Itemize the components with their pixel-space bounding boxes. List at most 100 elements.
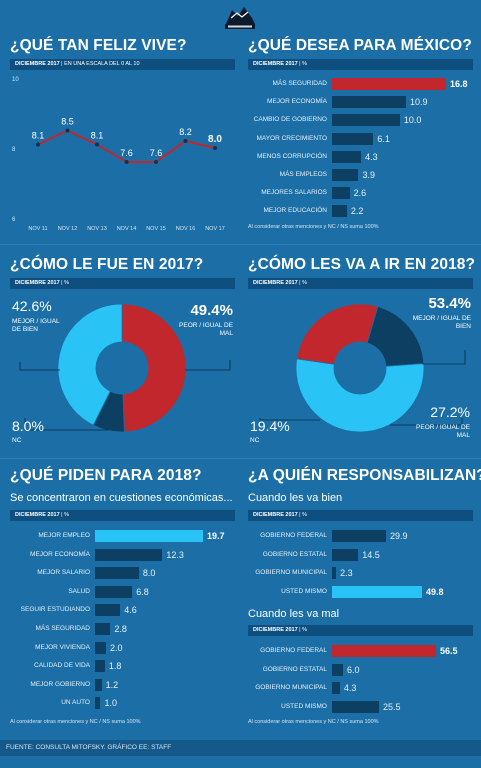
ask-value-label: 12.3 <box>166 549 184 560</box>
y2017-better-label: MEJOR / IGUAL DE BIEN <box>12 318 60 333</box>
footer-bar <box>0 740 481 756</box>
y2018-better-value: 53.4% <box>428 295 471 312</box>
y2018-strip: DICIEMBRE 2017 | % <box>248 278 473 289</box>
blame-good-value-label: 49.8 <box>426 586 444 597</box>
happy-value-label: 8.1 <box>91 131 104 141</box>
happy-value-label: 8.0 <box>208 134 222 145</box>
ask-bar <box>95 660 105 673</box>
y2017-nc-label: NC <box>12 437 22 444</box>
mexico-category-label: MÁS EMPLEOS <box>279 171 327 178</box>
ask-category-label: SALUD <box>68 587 90 595</box>
divider <box>0 458 481 459</box>
blame-good-strip-unit: % <box>302 512 308 518</box>
blame-bad-strip-unit: % <box>302 627 308 633</box>
happy-x-tick: NOV 15 <box>146 226 166 232</box>
mexico-bar <box>332 187 350 200</box>
happy-x-tick: NOV 12 <box>58 226 78 232</box>
mexico-category-label: CAMBIO DE GOBIERNO <box>253 116 327 124</box>
y2017-donut-chart <box>19 303 231 433</box>
blame-good-value-label: 14.5 <box>362 549 380 560</box>
mexico-value-label: 10.0 <box>403 115 422 126</box>
y2018-better-label: MEJOR / IGUAL DE BIEN <box>412 315 471 330</box>
y2017-strip-unit: % <box>64 280 70 286</box>
blame-good-value-label: 2.3 <box>340 568 353 578</box>
happy-x-tick: NOV 16 <box>176 226 196 232</box>
ask-category-label: SEGUIR ESTUDIANDO <box>20 606 90 614</box>
ask-bar <box>95 641 106 654</box>
blame-title: ¿A QUIÉN RESPONSABILIZAN? <box>248 467 481 484</box>
mexico-value-label: 6.1 <box>377 133 390 144</box>
y2017-donut-hole <box>96 342 148 394</box>
y2018-leader <box>390 418 463 426</box>
y2017-strip-date: DICIEMBRE 2017 <box>15 280 60 286</box>
happy-point <box>124 160 129 164</box>
blame-bad-bar <box>332 663 344 676</box>
blame-good-bar <box>332 567 337 579</box>
ask-category-label: CALIDAD DE VIDA <box>34 662 90 670</box>
blame-bad-value-label: 25.5 <box>382 701 401 712</box>
mexico-value-label: 2.2 <box>350 206 364 217</box>
ask-category-label: MEJOR SALARIO <box>37 569 90 577</box>
blame-bad-strip: DICIEMBRE 2017 | % <box>248 625 473 636</box>
mexico-note: Al considerar otras menciones y NC / NS … <box>248 224 379 230</box>
mexico-bar <box>332 96 406 109</box>
happy-value-label: 8.5 <box>61 117 74 127</box>
blame-good-category-label: GOBIERNO MUNICIPAL <box>255 569 327 576</box>
mexico-title: ¿QUÉ DESEA PARA MÉXICO? <box>248 37 472 54</box>
happy-point <box>36 142 40 147</box>
blame-bad-strip-date: DICIEMBRE 2017 <box>253 627 298 633</box>
mexico-strip-date: DICIEMBRE 2017 <box>253 61 298 67</box>
blame-bad-value-label: 56.5 <box>440 646 458 656</box>
ask-note: Al considerar otras menciones y NC / NS … <box>10 719 141 725</box>
blame-good-bar <box>332 548 359 561</box>
y2018-donut-chart <box>259 303 466 433</box>
happy-value-label: 8.1 <box>32 131 45 141</box>
ask-bar <box>95 697 101 710</box>
ask-category-label: MÁS SEGURIDAD <box>35 625 90 632</box>
y2017-leader <box>19 362 60 371</box>
ask-value-label: 2.8 <box>114 624 127 634</box>
happy-x-tick: NOV 11 <box>28 226 47 232</box>
blame-note: Al considerar otras menciones y NC / NS … <box>248 719 379 725</box>
y2018-leader <box>422 350 466 365</box>
divider <box>0 244 481 245</box>
ask-value-label: 8.0 <box>142 568 156 579</box>
ask-value-label: 19.7 <box>207 531 225 541</box>
ask-value-label: 1.8 <box>108 661 122 672</box>
ask-bar <box>95 567 139 580</box>
blame-bad-bar <box>332 682 340 694</box>
ask-value-label: 1.2 <box>105 679 119 690</box>
happy-point <box>183 139 188 143</box>
happy-x-tick: NOV 14 <box>117 226 137 232</box>
happy-point <box>95 142 99 147</box>
happy-strip-note: EN UNA ESCALA DEL 0 AL 10 <box>64 61 140 67</box>
blame-good-bar <box>332 585 422 598</box>
y2018-nc-value: 19.4% <box>250 418 290 434</box>
mexico-bar <box>332 132 374 145</box>
happy-y-tick: 10 <box>12 77 19 83</box>
blame-bad-category-label: USTED MISMO <box>281 702 327 710</box>
happy-title: ¿QUÉ TAN FELIZ VIVE? <box>10 37 187 54</box>
ask-bar <box>95 548 163 561</box>
mexico-category-label: MAYOR CRECIMIENTO <box>256 134 327 142</box>
y2018-worse-label: PEOR / IGUAL DE MAL <box>416 424 470 439</box>
happy-x-tick: NOV 13 <box>87 226 107 232</box>
mexico-bar <box>332 169 359 181</box>
y2017-worse-value: 49.4% <box>190 302 233 319</box>
blame-bad-bar <box>332 700 379 713</box>
mexico-bar <box>332 114 400 127</box>
ask-strip-date: DICIEMBRE 2017 <box>15 512 60 518</box>
mexico-category-label: MEJOR EDUCACIÓN <box>263 207 327 215</box>
happy-x-tick: NOV 17 <box>205 226 225 232</box>
ask-category-label: UN AUTO <box>61 699 90 707</box>
y2018-worse-value: 27.2% <box>430 404 470 420</box>
y2017-worse-label: PEOR / IGUAL DE MAL <box>179 322 233 337</box>
ask-value-label: 6.8 <box>136 586 149 597</box>
happy-value-label: 8.2 <box>179 127 192 137</box>
happy-line-chart: 10 8 6 8.1 NOV 11 8.5 NOV 12 8.1 NOV 13 7.6 NOV 14… <box>12 77 225 232</box>
y2017-strip: DICIEMBRE 2017 | % <box>10 278 235 289</box>
ask-bar <box>95 604 121 617</box>
ask-subtitle: Se concentraron en cuestiones económicas… <box>10 492 233 504</box>
mexico-category-label: MENOS CORRUPCIÓN <box>256 152 327 160</box>
y2018-nc-label: NC <box>250 437 260 444</box>
